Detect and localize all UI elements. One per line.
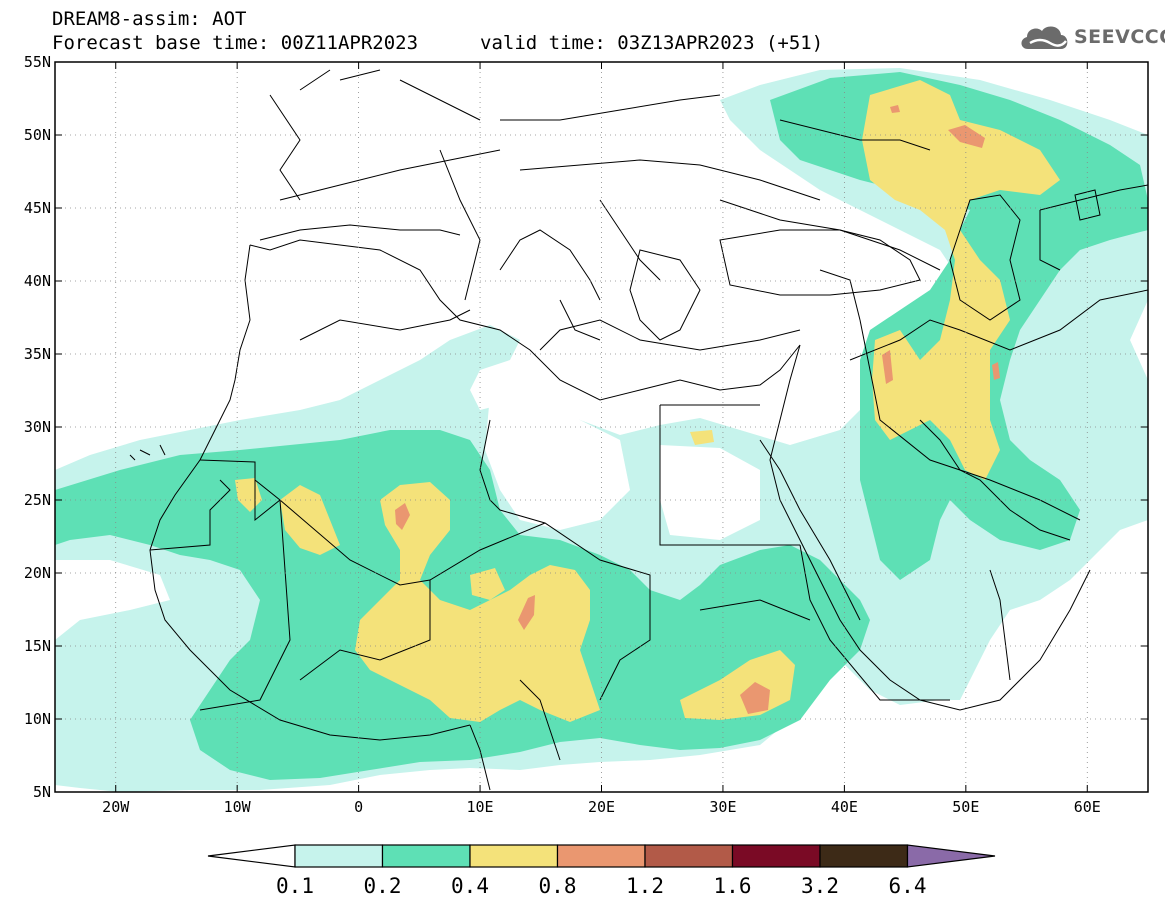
aot-contour-0.4: [862, 80, 1060, 480]
lat-tick-label: 40N: [24, 272, 51, 290]
aot-contour-0.4: [470, 568, 505, 600]
aot-contour-0.4: [280, 485, 340, 555]
lat-tick-label: 10N: [24, 710, 51, 728]
lon-tick-label: 20W: [102, 798, 130, 816]
lat-tick-label: 50N: [24, 126, 51, 144]
coastlines: [129, 69, 1101, 791]
logo-text: SEEVCCC: [1074, 26, 1165, 48]
aot-contour-0.4: [690, 430, 714, 445]
lon-tick-label: 10W: [224, 798, 252, 816]
tick-marks: [55, 61, 1148, 793]
lon-tick-label: 60E: [1074, 798, 1101, 816]
aot-contour-0.8: [882, 350, 893, 384]
lat-tick-label: 5N: [33, 783, 51, 801]
lat-tick-label: 25N: [24, 491, 51, 509]
aot-clear-patch: [660, 445, 760, 540]
aot-contour-0.8: [740, 682, 770, 714]
grid-lines: [55, 62, 1148, 792]
colorbar-swatch: [469, 844, 559, 868]
lat-tick-label: 15N: [24, 637, 51, 655]
colorbar-swatch: [644, 844, 734, 868]
colorbar-swatch: [819, 844, 909, 868]
colorbar-above-arrow: [906, 844, 996, 868]
aot-contour-0.8: [518, 595, 535, 630]
colorbar-label: 0.1: [276, 874, 314, 898]
aot-contour-0.4: [355, 482, 600, 722]
seevccc-logo: SEEVCCC: [1018, 22, 1165, 52]
map-title: DREAM8-assim: AOT: [52, 8, 247, 30]
colorbar-swatch: [381, 844, 471, 868]
colorbar-label: 0.2: [364, 874, 402, 898]
lon-tick-label: 30E: [709, 798, 736, 816]
lat-tick-label: 45N: [24, 199, 51, 217]
colorbar-label: 1.6: [714, 874, 752, 898]
aot-contour-0.8: [992, 362, 1000, 380]
lon-tick-label: 50E: [952, 798, 979, 816]
colorbar-below-arrow: [207, 844, 296, 868]
lat-tick-label: 20N: [24, 564, 51, 582]
lat-tick-label: 30N: [24, 418, 51, 436]
colorbar-swatch: [294, 844, 384, 868]
lon-tick-label: 10E: [467, 798, 494, 816]
lat-tick-label: 35N: [24, 345, 51, 363]
aot-clear-patch: [485, 395, 630, 530]
aot-clear-patch: [55, 560, 170, 640]
colorbar: 0.1 0.2 0.4 0.8 1.2 1.6 3.2 6.4: [207, 844, 996, 898]
valid-time: valid time: 03Z13APR2023 (+51): [480, 32, 824, 54]
latitude-labels: 55N 50N 45N 40N 35N 30N 25N 20N 15N 10N 5N: [24, 53, 51, 801]
cloud-icon: [1021, 26, 1068, 49]
colorbar-swatch: [731, 844, 821, 868]
colorbar-label: 0.8: [539, 874, 577, 898]
colorbar-label: 1.2: [626, 874, 664, 898]
colorbar-label: 6.4: [889, 874, 927, 898]
forecast-base-time: Forecast base time: 00Z11APR2023: [52, 32, 419, 54]
colorbar-label: 0.4: [451, 874, 489, 898]
lat-tick-label: 55N: [24, 53, 51, 71]
colorbar-swatch: [556, 844, 646, 868]
aot-contour-0.8: [948, 125, 985, 148]
aot-contour-0.8: [395, 503, 410, 530]
lon-tick-label: 20E: [588, 798, 615, 816]
aot-contour-0.8: [890, 105, 900, 113]
colorbar-label: 3.2: [801, 874, 839, 898]
longitude-labels: 20W 10W 0 10E 20E 30E 40E 50E 60E: [102, 798, 1101, 816]
lon-tick-label: 0: [354, 798, 363, 816]
map-area: [54, 61, 1149, 793]
lon-tick-label: 40E: [831, 798, 858, 816]
